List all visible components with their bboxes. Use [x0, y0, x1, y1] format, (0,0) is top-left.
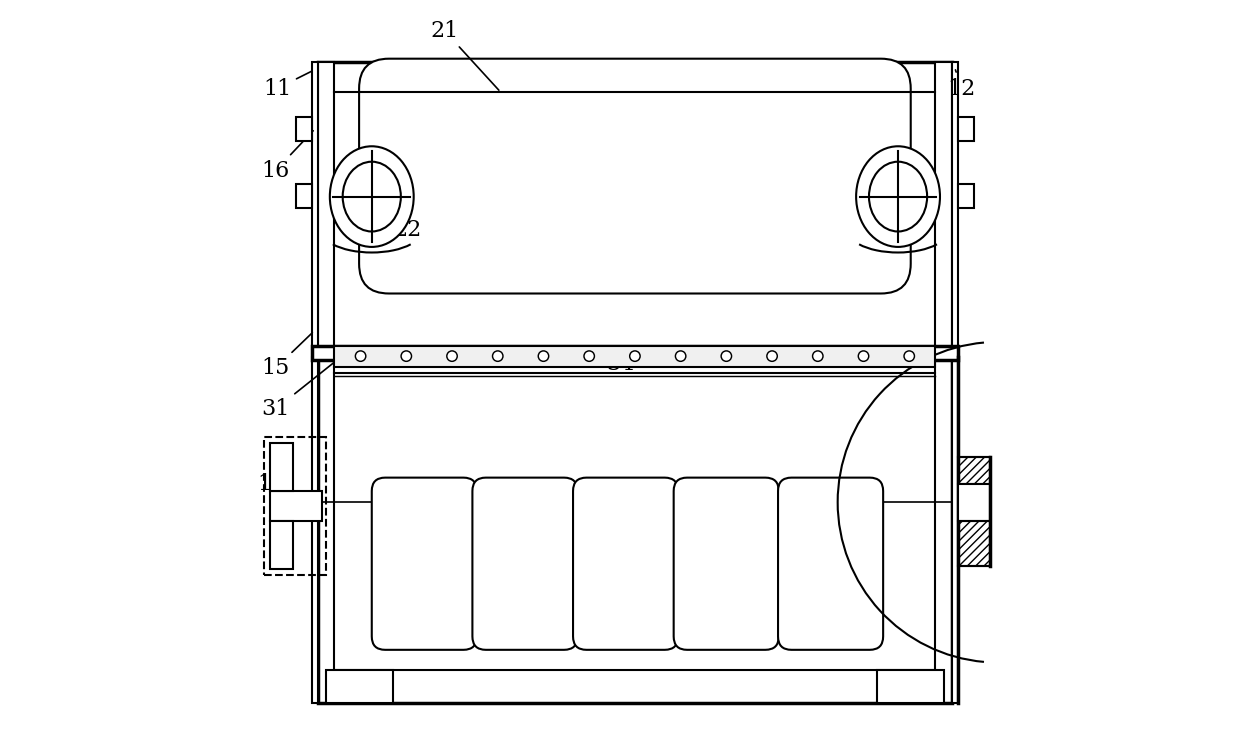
- Circle shape: [630, 351, 640, 361]
- Circle shape: [812, 351, 823, 361]
- Bar: [957, 184, 975, 208]
- Circle shape: [722, 351, 732, 361]
- Bar: [326, 670, 393, 704]
- Circle shape: [858, 351, 869, 361]
- Ellipse shape: [342, 161, 401, 231]
- Circle shape: [766, 351, 777, 361]
- Bar: [957, 521, 991, 566]
- Bar: [312, 62, 319, 349]
- Bar: [269, 442, 294, 491]
- Text: 21: 21: [430, 20, 498, 90]
- FancyBboxPatch shape: [673, 478, 779, 650]
- Bar: [295, 184, 312, 208]
- Text: 15: 15: [262, 333, 312, 379]
- Bar: [295, 117, 312, 140]
- Bar: [957, 484, 991, 521]
- FancyBboxPatch shape: [777, 478, 883, 650]
- Bar: [935, 62, 952, 349]
- Bar: [335, 345, 935, 366]
- Ellipse shape: [869, 161, 928, 231]
- Bar: [264, 436, 326, 575]
- Circle shape: [584, 351, 594, 361]
- Circle shape: [492, 351, 503, 361]
- Text: 31: 31: [262, 357, 340, 420]
- Circle shape: [538, 351, 548, 361]
- FancyBboxPatch shape: [472, 478, 578, 650]
- FancyBboxPatch shape: [573, 478, 678, 650]
- FancyBboxPatch shape: [360, 59, 910, 294]
- Bar: [952, 357, 957, 704]
- Circle shape: [904, 351, 914, 361]
- FancyBboxPatch shape: [372, 478, 477, 650]
- Circle shape: [356, 351, 366, 361]
- Text: 13: 13: [258, 472, 286, 507]
- Text: 35: 35: [526, 532, 567, 626]
- Ellipse shape: [856, 146, 940, 247]
- Bar: [319, 62, 335, 349]
- Text: 22: 22: [392, 188, 422, 241]
- Text: 12: 12: [947, 70, 976, 99]
- Bar: [957, 457, 991, 484]
- Bar: [312, 346, 957, 360]
- Bar: [269, 521, 294, 569]
- Circle shape: [401, 351, 412, 361]
- Bar: [877, 670, 945, 704]
- Text: 11: 11: [263, 71, 312, 99]
- Bar: [952, 62, 957, 349]
- Ellipse shape: [330, 146, 414, 247]
- Circle shape: [676, 351, 686, 361]
- Bar: [319, 357, 952, 704]
- Bar: [312, 357, 319, 704]
- Bar: [957, 117, 975, 140]
- Bar: [319, 62, 952, 349]
- Bar: [269, 491, 322, 521]
- Text: 16: 16: [262, 131, 314, 182]
- Circle shape: [446, 351, 458, 361]
- Text: 34: 34: [578, 352, 634, 376]
